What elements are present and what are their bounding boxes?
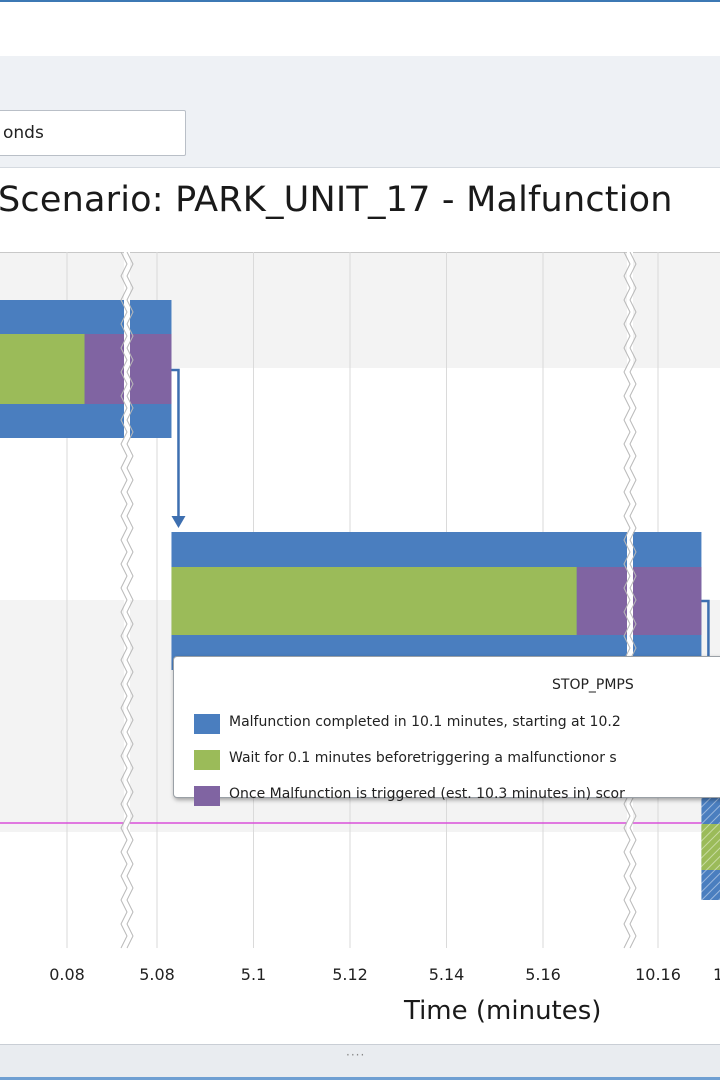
x-tick-label: 5.14 — [429, 965, 465, 984]
resize-grip-icon[interactable]: ···· — [346, 1048, 366, 1062]
dependency-arrow-2 — [701, 599, 710, 672]
x-tick-label: 5.08 — [139, 965, 175, 984]
x-tick-label-partial: 1 — [713, 965, 720, 984]
task2-wait-bar — [171, 567, 577, 635]
legend-swatch-completed — [194, 714, 220, 734]
x-tick-label: 5.12 — [332, 965, 368, 984]
x-tick-label: 5.1 — [241, 965, 266, 984]
task3-wait-bar — [701, 824, 720, 870]
x-tick-label: 10.16 — [635, 965, 681, 984]
x-tick-label: 5.16 — [525, 965, 561, 984]
x-tick-label: 0.08 — [49, 965, 85, 984]
chart-title: Scenario: PARK_UNIT_17 - Malfunction — [0, 180, 673, 220]
gantt-chart: 0.08 5.08 5.1 5.12 5.14 5.16 10.16 1 — [0, 252, 720, 984]
axis-break-edge — [120, 252, 128, 949]
x-axis-title: Time (minutes) — [404, 996, 602, 1026]
axis-break-edge — [629, 252, 637, 949]
chart-plot-area[interactable]: 0.08 5.08 5.1 5.12 5.14 5.16 10.16 1 — [0, 252, 720, 984]
status-bar — [0, 1044, 720, 1077]
task1-wait-bar — [0, 334, 85, 404]
tooltip-title: STOP_PMPS — [552, 677, 634, 693]
legend-swatch-trigger — [194, 786, 220, 806]
task-tooltip: STOP_PMPS Malfunction completed in 10.1 … — [173, 656, 720, 806]
tooltip-text-completed: Malfunction completed in 10.1 minutes, s… — [229, 714, 621, 730]
legend-swatch-wait — [194, 750, 220, 770]
axis-break-edge — [623, 252, 631, 949]
arrow-head-icon — [171, 516, 186, 528]
axis-break-edge — [126, 252, 134, 949]
tooltip-text-trigger: Once Malfunction is triggered (est. 10.3… — [229, 786, 625, 802]
tooltip-text-wait: Wait for 0.1 minutes beforetriggering a … — [229, 750, 617, 766]
title-area — [0, 2, 720, 56]
time-units-select[interactable]: onds — [0, 110, 186, 156]
task2-trigger-bar — [576, 567, 702, 635]
dependency-arrow — [171, 368, 180, 518]
